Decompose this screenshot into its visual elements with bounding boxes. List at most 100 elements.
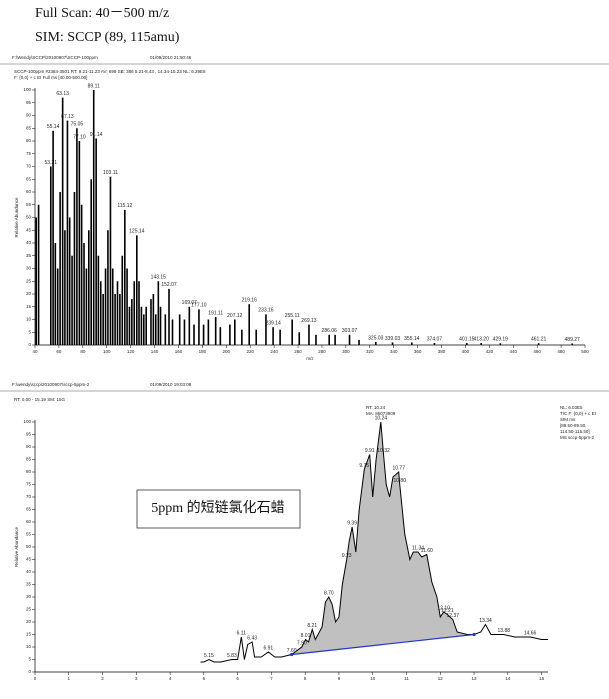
peak-label: 12.10 [437, 605, 450, 611]
x-tick-label: 12 [438, 676, 444, 681]
peak-label: 5.15 [204, 653, 214, 659]
peak-label: 8.21 [307, 623, 317, 629]
peak-label: 103.11 [103, 170, 118, 176]
y-tick-label: 80 [26, 138, 32, 143]
y-tick-label: 65 [26, 507, 32, 512]
x-tick-label: 15 [539, 676, 545, 681]
y-tick-label: 50 [26, 544, 32, 549]
y-tick-label: 90 [26, 113, 32, 118]
y-tick-label: 50 [26, 215, 32, 220]
peak-label: 11.34 [412, 545, 424, 551]
peak-stick [315, 334, 317, 345]
peak-stick [37, 204, 40, 345]
peak-stick [76, 128, 78, 345]
peak-stick [135, 235, 138, 345]
peak-stick [66, 120, 69, 345]
peak-info: RT: 10.24 [366, 405, 386, 410]
peak-stick [126, 268, 128, 345]
x-tick-label: 460 [533, 349, 541, 354]
peak-label: 9.75 [359, 463, 369, 469]
peak-label: 233.16 [258, 308, 274, 314]
peak-stick [35, 217, 37, 345]
peak-label: 429.19 [493, 337, 509, 343]
peak-stick [272, 327, 274, 345]
peak-stick [92, 90, 95, 345]
peak-stick [207, 319, 210, 345]
file-path: F:\Wendy\SCCP\20100907\SCCP-100ppm [12, 55, 98, 60]
peak-label: 255.11 [285, 313, 300, 319]
peak-stick [219, 327, 222, 345]
peak-label: 7.90 [297, 640, 307, 646]
info-line: SCCP-100ppm #2384-3501 RT: 9.21-11.23 AV… [14, 69, 206, 74]
x-tick-label: 400 [462, 349, 470, 354]
peak-stick [121, 255, 124, 345]
note-text: 5ppm 的短链氯化石蜡 [151, 500, 284, 516]
peak-label: 9.91 [365, 448, 375, 454]
peak-stick [131, 299, 133, 345]
y-tick-label: 75 [26, 482, 32, 487]
peak-info: MA: 86073909 [366, 411, 396, 416]
x-tick-label: 1 [68, 676, 71, 681]
baseline-end [472, 632, 476, 637]
x-tick-label: 8 [304, 676, 307, 681]
peak-stick [97, 255, 100, 345]
info-line: RT: 0.00 - 15.19 SM: 15G [14, 397, 65, 402]
x-tick-label: 420 [486, 349, 494, 354]
peak-stick [374, 341, 377, 345]
peak-stick [198, 309, 200, 345]
peak-stick [145, 306, 147, 345]
peak-stick [111, 268, 114, 345]
peak-stick [308, 324, 310, 345]
peak-label: 489.27 [565, 337, 581, 343]
peak-stick [152, 294, 155, 345]
x-tick-label: 140 [151, 349, 159, 354]
y-tick-label: 20 [26, 619, 32, 624]
x-tick-label: 180 [199, 349, 207, 354]
peak-stick [433, 342, 436, 345]
peak-stick [234, 319, 236, 345]
peak-stick [104, 268, 107, 345]
y-tick-label: 10 [26, 317, 32, 322]
peak-stick [95, 138, 97, 345]
peak-label: 6.11 [237, 630, 247, 636]
peak-label: 374.07 [427, 336, 443, 342]
x-axis-label: m/z [306, 356, 314, 361]
y-tick-label: 15 [26, 632, 32, 637]
peak-stick [119, 294, 121, 345]
peak-stick [128, 306, 131, 345]
peak-stick [68, 217, 71, 345]
peak-stick [183, 319, 186, 345]
peak-label: 13.34 [479, 618, 492, 624]
peak-label: 63.13 [56, 91, 69, 97]
peak-stick [291, 319, 293, 345]
peak-label: 53.21 [45, 160, 58, 166]
peak-stick [59, 192, 61, 345]
peak-stick [248, 304, 251, 345]
peak-stick [410, 342, 413, 345]
peak-stick [188, 306, 191, 345]
y-tick-label: 95 [26, 432, 32, 437]
peak-stick [85, 268, 88, 345]
peak-stick [90, 179, 92, 345]
side-info: MS sccp-5ppm-2 [560, 435, 595, 440]
peak-stick [138, 281, 140, 345]
x-tick-label: 14 [505, 676, 511, 681]
x-tick-label: 4 [169, 676, 172, 681]
y-tick-label: 45 [26, 227, 32, 232]
peak-label: 152.07 [161, 282, 177, 288]
peak-stick [171, 319, 174, 345]
peak-stick [133, 281, 136, 345]
y-tick-label: 100 [23, 87, 31, 92]
y-tick-label: 85 [26, 125, 32, 130]
peak-stick [214, 316, 217, 345]
peak-stick [124, 209, 126, 345]
peak-label: 5.83 [227, 653, 237, 659]
peak-stick [265, 314, 267, 345]
peak-label: 207.12 [227, 313, 243, 319]
peak-label: 10.80 [393, 478, 406, 484]
y-axis-label: Relative Abundance [14, 197, 19, 238]
x-tick-label: 360 [414, 349, 422, 354]
peak-stick [241, 329, 243, 345]
peak-stick [52, 130, 54, 345]
sim-heading: SIM: SCCP (89, 115amu) [35, 30, 180, 45]
